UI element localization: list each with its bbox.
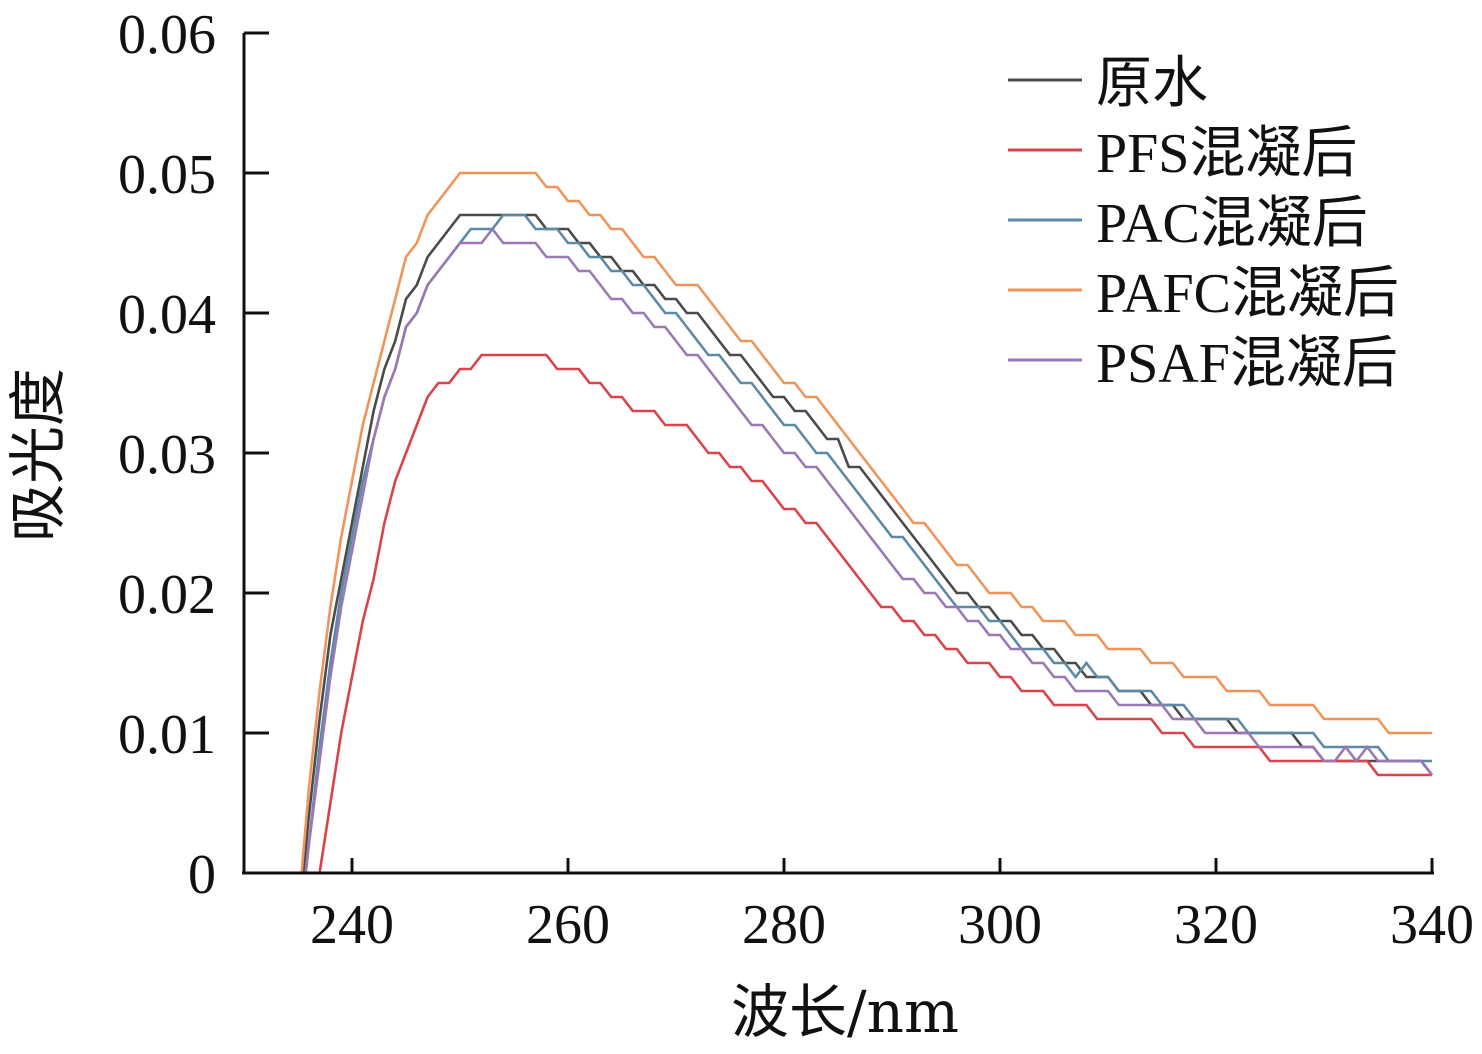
legend-label: PFS混凝后 (1096, 123, 1357, 185)
x-tick-label: 320 (1174, 894, 1258, 956)
legend-label: 原水 (1096, 53, 1208, 115)
y-axis-title: 吸光度 (4, 368, 72, 542)
y-tick-label: 0.02 (118, 564, 216, 626)
y-tick-label: 0.04 (118, 284, 216, 346)
legend: 原水 PFS混凝后 PAC混凝后 PAFC混凝后 PSAF混凝后 (1008, 53, 1399, 395)
x-tick-label: 260 (526, 894, 610, 956)
y-tick-label: 0.01 (118, 704, 216, 766)
x-axis-title: 波长/nm (731, 978, 959, 1046)
series-line-3 (300, 171, 1432, 873)
y-tick-label: 0.06 (118, 4, 216, 66)
y-ticks: 0 0.01 0.02 0.03 0.04 0.05 0.06 (118, 4, 269, 906)
x-tick-label: 240 (310, 894, 394, 956)
y-tick-label: 0.05 (118, 144, 216, 206)
legend-label: PAC混凝后 (1096, 193, 1368, 255)
y-tick-label: 0 (188, 844, 216, 906)
x-tick-label: 340 (1390, 894, 1474, 956)
series-line-1 (318, 353, 1432, 873)
x-tick-label: 300 (958, 894, 1042, 956)
x-tick-label: 280 (742, 894, 826, 956)
x-ticks: 240 260 280 300 320 340 (310, 858, 1474, 956)
legend-label: PAFC混凝后 (1096, 263, 1399, 325)
series-line-4 (304, 226, 1434, 873)
series-line-2 (304, 213, 1432, 873)
series-group (300, 171, 1434, 873)
y-tick-label: 0.03 (118, 424, 216, 486)
legend-label: PSAF混凝后 (1096, 333, 1398, 395)
